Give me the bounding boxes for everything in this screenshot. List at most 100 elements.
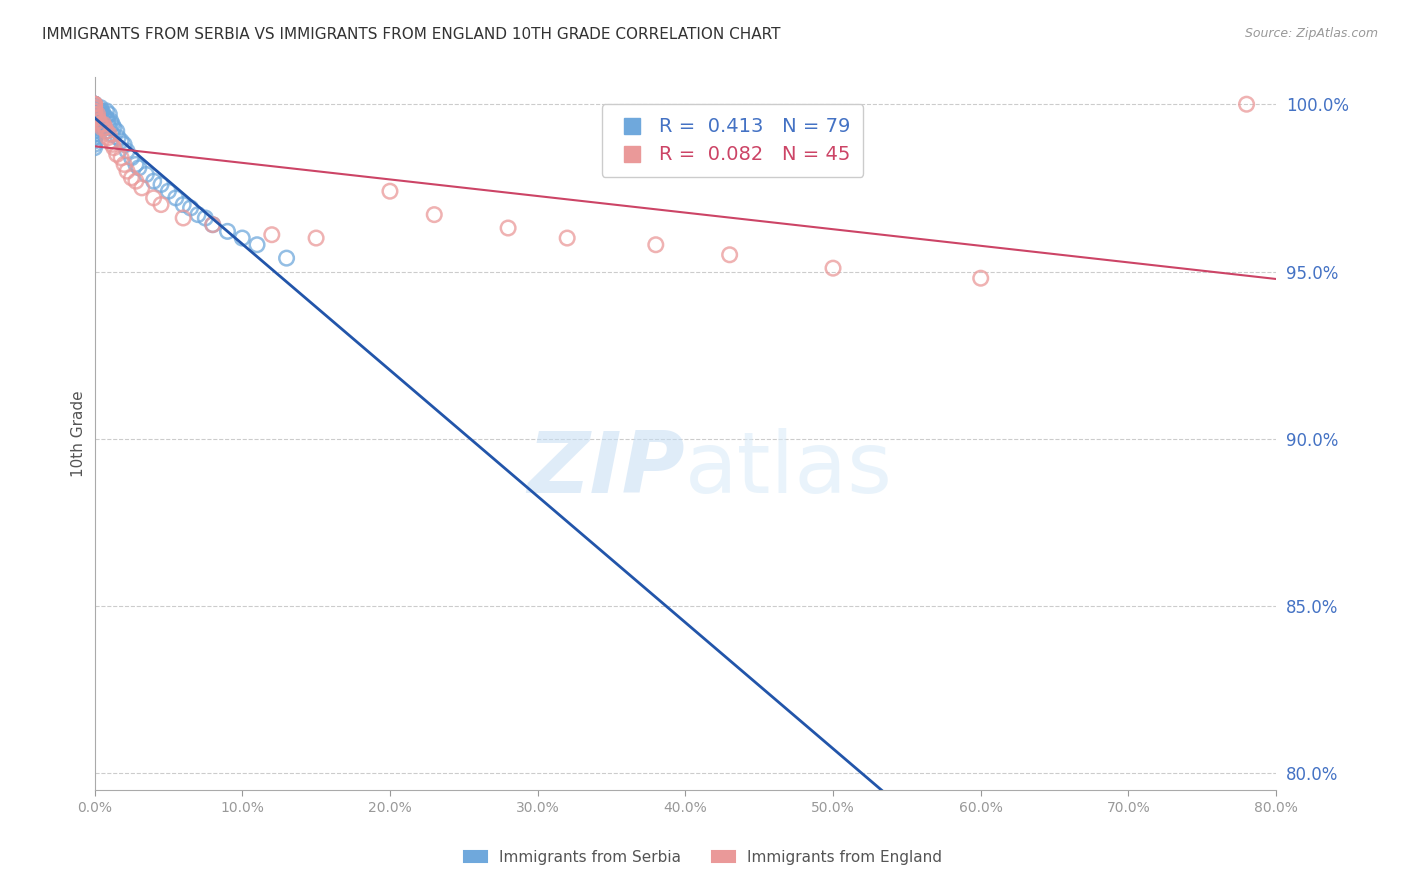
Point xyxy=(970,271,993,285)
Point xyxy=(142,174,165,188)
Point xyxy=(103,141,125,155)
Point xyxy=(83,101,105,115)
Point xyxy=(555,231,578,245)
Point xyxy=(83,97,105,112)
Point xyxy=(83,128,105,142)
Point xyxy=(83,128,105,142)
Point xyxy=(83,97,105,112)
Point xyxy=(96,111,118,125)
Point xyxy=(93,117,115,131)
Point xyxy=(94,120,117,135)
Point xyxy=(83,120,105,135)
Point xyxy=(172,211,194,225)
Point xyxy=(644,237,666,252)
Point xyxy=(142,191,165,205)
Point xyxy=(105,124,128,138)
Point xyxy=(83,103,105,118)
Point xyxy=(83,107,105,121)
Point xyxy=(231,231,253,245)
Point xyxy=(83,97,105,112)
Point xyxy=(83,97,105,112)
Text: ZIP: ZIP xyxy=(527,428,685,511)
Point xyxy=(157,184,180,198)
Point xyxy=(121,151,143,165)
Point xyxy=(97,130,120,145)
Point xyxy=(98,107,121,121)
Point xyxy=(83,141,105,155)
Point xyxy=(83,111,105,125)
Text: atlas: atlas xyxy=(685,428,893,511)
Point xyxy=(150,197,173,211)
Point xyxy=(83,117,105,131)
Point xyxy=(87,103,110,118)
Point xyxy=(83,101,105,115)
Point xyxy=(89,107,111,121)
Point xyxy=(217,224,239,238)
Point xyxy=(83,114,105,128)
Point xyxy=(89,117,111,131)
Point xyxy=(83,103,105,118)
Point xyxy=(101,117,124,131)
Point xyxy=(83,97,105,112)
Point xyxy=(100,134,122,148)
Point xyxy=(83,103,105,118)
Point xyxy=(496,221,519,235)
Point xyxy=(135,168,157,182)
Point xyxy=(86,111,108,125)
Point xyxy=(83,111,105,125)
Point xyxy=(305,231,328,245)
Point xyxy=(98,128,121,142)
Text: Source: ZipAtlas.com: Source: ZipAtlas.com xyxy=(1244,27,1378,40)
Point xyxy=(97,114,120,128)
Point xyxy=(83,103,105,118)
Point xyxy=(131,181,153,195)
Point xyxy=(96,124,118,138)
Point xyxy=(93,117,115,131)
Point xyxy=(194,211,217,225)
Point xyxy=(165,191,187,205)
Point xyxy=(110,134,132,148)
Point xyxy=(187,208,209,222)
Point xyxy=(91,120,114,135)
Point xyxy=(83,97,105,112)
Point xyxy=(112,137,135,152)
Point xyxy=(94,120,117,135)
Point xyxy=(87,114,110,128)
Point xyxy=(1236,97,1258,112)
Point xyxy=(112,157,135,171)
Point xyxy=(100,114,122,128)
Point xyxy=(201,218,224,232)
Legend: Immigrants from Serbia, Immigrants from England: Immigrants from Serbia, Immigrants from … xyxy=(458,844,948,871)
Legend: R =  0.413   N = 79, R =  0.082   N = 45: R = 0.413 N = 79, R = 0.082 N = 45 xyxy=(602,104,863,177)
Point xyxy=(86,111,108,125)
Point xyxy=(125,157,148,171)
Point xyxy=(260,227,283,242)
Point xyxy=(150,178,173,192)
Point xyxy=(83,101,105,115)
Point xyxy=(89,120,111,135)
Point xyxy=(83,97,105,112)
Point xyxy=(83,107,105,121)
Point xyxy=(87,107,110,121)
Point xyxy=(89,101,111,115)
Point xyxy=(86,117,108,131)
Point xyxy=(83,111,105,125)
Text: IMMIGRANTS FROM SERBIA VS IMMIGRANTS FROM ENGLAND 10TH GRADE CORRELATION CHART: IMMIGRANTS FROM SERBIA VS IMMIGRANTS FRO… xyxy=(42,27,780,42)
Point xyxy=(83,103,105,118)
Point xyxy=(86,107,108,121)
Point xyxy=(107,130,129,145)
Point xyxy=(83,120,105,135)
Point xyxy=(110,151,132,165)
Point xyxy=(83,130,105,145)
Point xyxy=(105,147,128,161)
Point xyxy=(91,103,114,118)
Point xyxy=(83,114,105,128)
Point xyxy=(83,107,105,121)
Point xyxy=(83,130,105,145)
Point xyxy=(103,120,125,135)
Point xyxy=(83,101,105,115)
Point xyxy=(821,261,844,276)
Y-axis label: 10th Grade: 10th Grade xyxy=(72,391,86,477)
Point xyxy=(115,164,138,178)
Point xyxy=(93,107,115,121)
